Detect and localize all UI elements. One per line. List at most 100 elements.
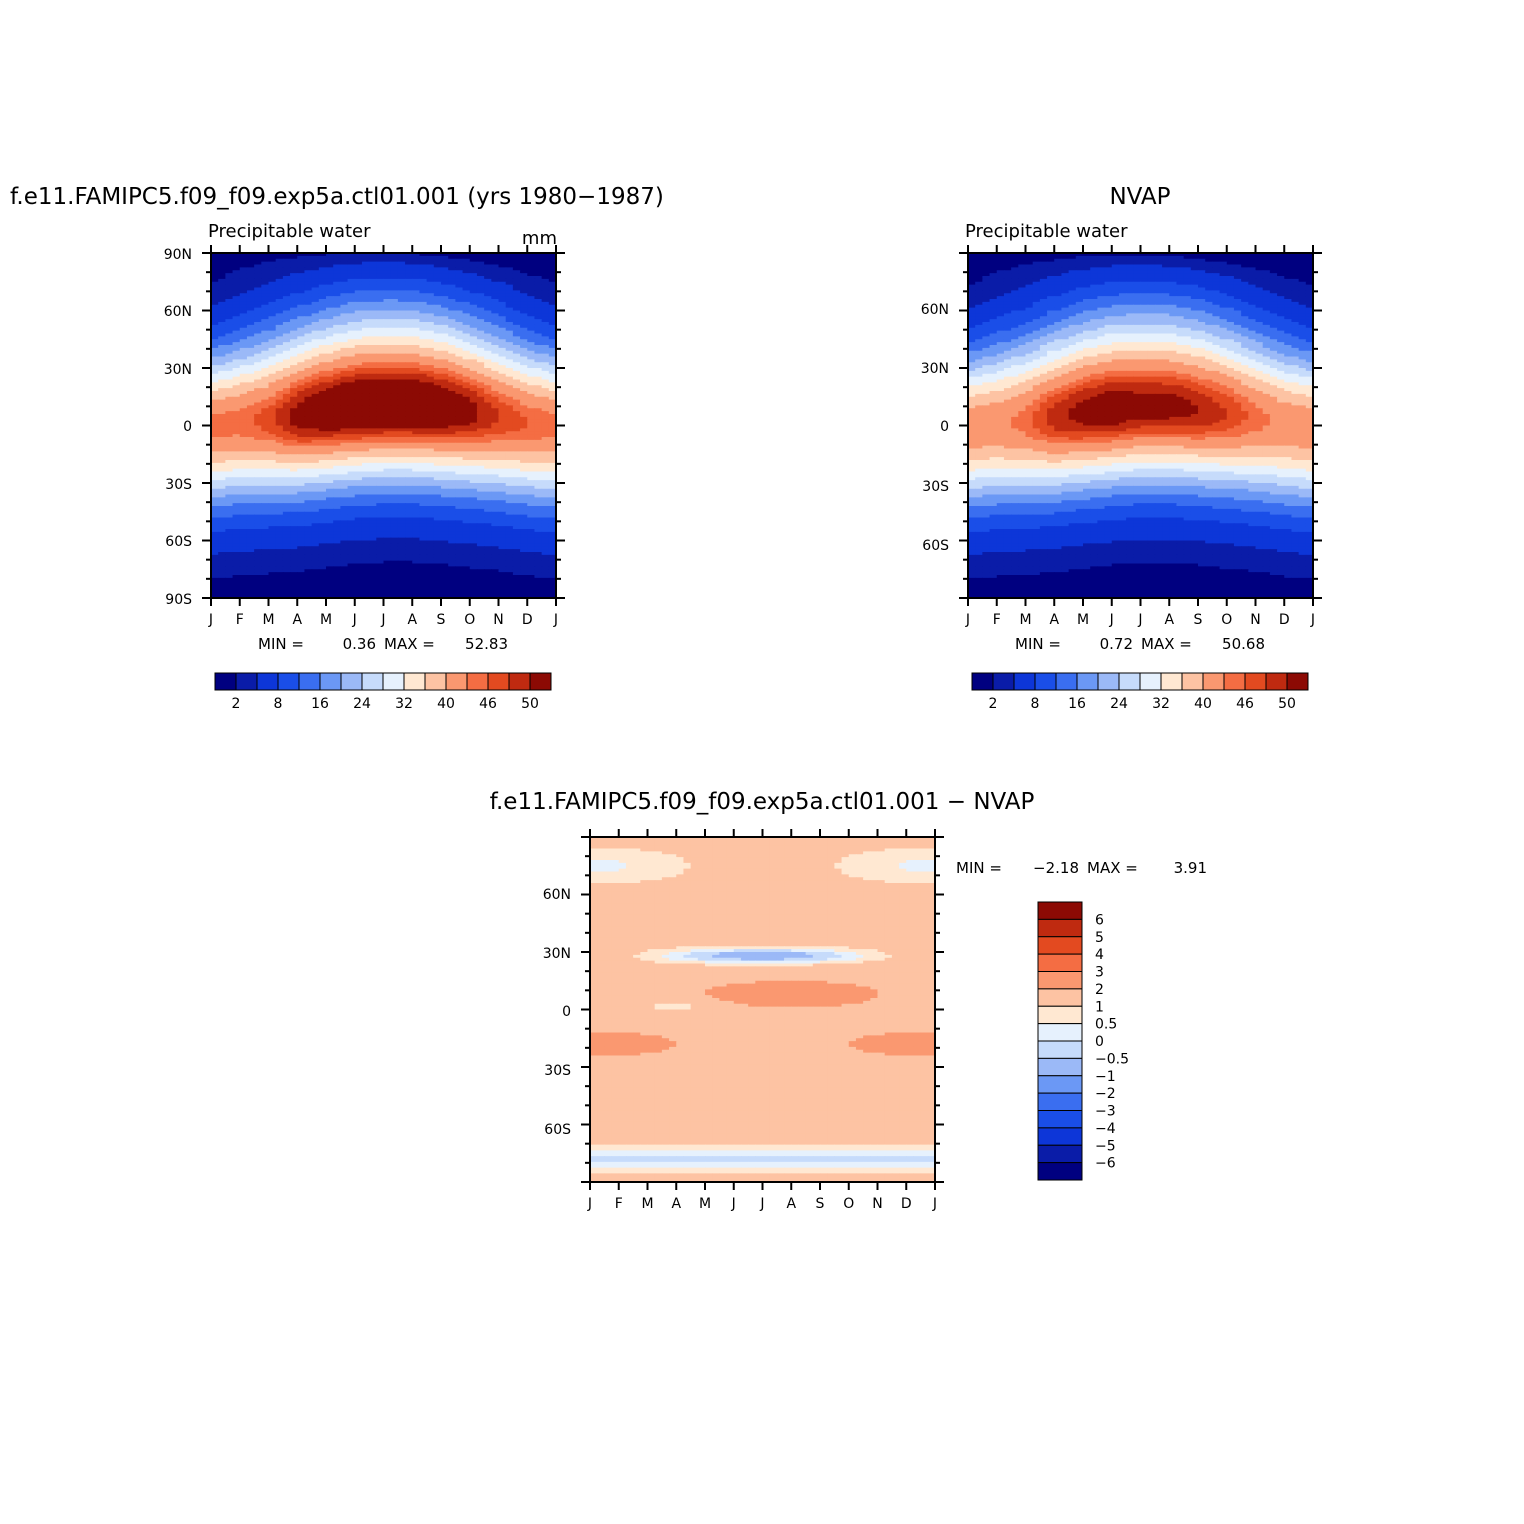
- contour-cell: [361, 402, 370, 406]
- contour-cell: [505, 514, 514, 519]
- contour-cell: [304, 546, 313, 550]
- contour-cell: [541, 310, 550, 314]
- contour-cell: [232, 503, 241, 507]
- contour-cell: [520, 500, 528, 504]
- model-units: mm: [522, 228, 557, 249]
- contour-cell: [505, 319, 514, 323]
- contour-cell: [326, 460, 334, 464]
- contour-cell: [297, 468, 306, 473]
- contour-cell: [218, 301, 226, 306]
- contour-cell: [246, 319, 255, 323]
- contour-cell: [527, 304, 536, 309]
- contour-cell: [455, 359, 464, 363]
- contour-cell: [397, 345, 406, 349]
- contour-cell: [369, 531, 377, 536]
- contour-cell: [376, 287, 385, 291]
- contour-cell: [455, 514, 464, 519]
- contour-cell: [354, 382, 363, 386]
- contour-cell: [369, 480, 377, 484]
- contour-cell: [211, 552, 219, 556]
- contour-cell: [469, 287, 478, 291]
- contour-cell: [419, 508, 428, 513]
- contour-cell: [541, 402, 550, 406]
- contour-cell: [340, 356, 349, 360]
- contour-cell: [261, 517, 270, 521]
- contour-cell: [282, 330, 291, 335]
- contour-cell: [340, 353, 349, 358]
- contour-cell: [484, 437, 492, 441]
- contour-cell: [512, 529, 521, 533]
- contour-cell: [239, 339, 248, 343]
- contour-cell: [390, 345, 399, 349]
- contour-cell: [254, 439, 262, 444]
- contour-cell: [505, 517, 514, 521]
- contour-cell: [254, 468, 262, 473]
- contour-cell: [433, 506, 442, 510]
- contour-cell: [426, 468, 435, 473]
- contour-cell: [268, 491, 277, 496]
- contour-cell: [462, 347, 471, 352]
- contour-cell: [304, 520, 313, 524]
- contour-cell: [297, 359, 306, 363]
- contour-cell: [455, 439, 464, 444]
- contour-cell: [426, 356, 435, 360]
- contour-cell: [405, 468, 413, 473]
- contour-cell: [369, 304, 377, 309]
- contour-cell: [311, 324, 320, 329]
- contour-cell: [275, 379, 284, 383]
- contour-cell: [290, 549, 298, 553]
- contour-cell: [412, 304, 421, 309]
- contour-cell: [311, 454, 320, 458]
- contour-cell: [505, 356, 514, 360]
- contour-cell: [505, 293, 514, 297]
- contour-cell: [441, 506, 449, 510]
- contour-cell: [505, 431, 514, 435]
- contour-cell: [484, 299, 492, 303]
- contour-cell: [534, 506, 543, 510]
- contour-cell: [239, 376, 248, 381]
- contour-cell: [369, 281, 377, 286]
- contour-cell: [290, 324, 298, 329]
- contour-cell: [232, 471, 241, 475]
- contour-cell: [484, 434, 492, 438]
- contour-cell: [476, 284, 485, 289]
- contour-cell: [333, 255, 341, 260]
- contour-cell: [326, 391, 334, 395]
- contour-cell: [397, 523, 406, 527]
- contour-cell: [354, 514, 363, 519]
- contour-cell: [498, 419, 507, 424]
- contour-cell: [225, 385, 234, 389]
- contour-cell: [246, 457, 255, 461]
- contour-cell: [354, 370, 363, 375]
- contour-cell: [469, 382, 478, 386]
- contour-cell: [211, 368, 219, 372]
- contour-cell: [520, 506, 528, 510]
- contour-cell: [340, 494, 349, 498]
- contour-cell: [498, 425, 507, 429]
- contour-cell: [318, 345, 327, 349]
- contour-cell: [347, 327, 356, 332]
- contour-cell: [476, 546, 485, 550]
- contour-cell: [498, 290, 507, 294]
- contour-cell: [254, 255, 262, 260]
- contour-cell: [261, 333, 270, 337]
- contour-cell: [333, 442, 341, 447]
- contour-cell: [541, 457, 550, 461]
- contour-cell: [426, 342, 435, 346]
- contour-cell: [433, 270, 442, 274]
- contour-cell: [469, 258, 478, 263]
- contour-cell: [246, 396, 255, 401]
- contour-cell: [311, 422, 320, 427]
- contour-cell: [376, 419, 385, 424]
- contour-cell: [512, 293, 521, 297]
- contour-cell: [333, 313, 341, 317]
- contour-cell: [462, 457, 471, 461]
- contour-cell: [505, 468, 514, 473]
- contour-cell: [311, 483, 320, 487]
- contour-cell: [290, 322, 298, 326]
- contour-cell: [390, 540, 399, 544]
- contour-cell: [505, 350, 514, 355]
- contour-cell: [476, 506, 485, 510]
- contour-cell: [498, 385, 507, 389]
- contour-cell: [275, 284, 284, 289]
